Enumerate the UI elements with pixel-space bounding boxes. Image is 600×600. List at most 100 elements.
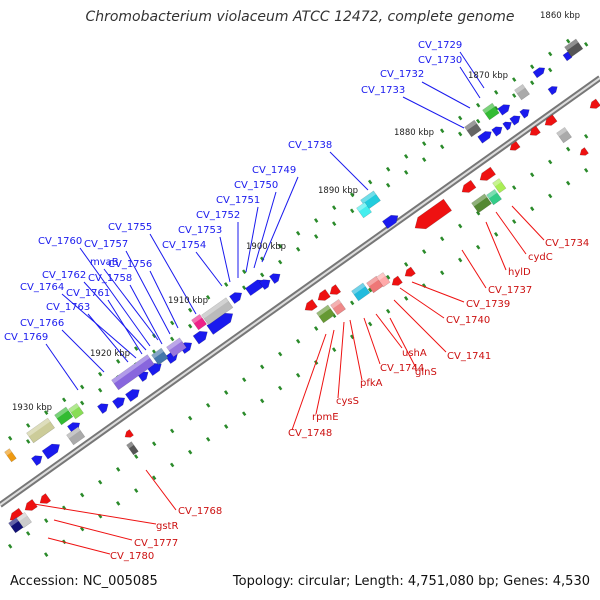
reverse-gene [317, 289, 331, 301]
tick-dot [530, 172, 535, 178]
forward-gene [125, 389, 140, 403]
feature-block [126, 441, 139, 456]
forward-gene [192, 331, 208, 345]
feature-block [471, 193, 492, 214]
tick-dot [242, 411, 247, 417]
leader-line [399, 287, 445, 319]
feature-block [492, 178, 507, 194]
tick-dot [512, 219, 517, 224]
tick-dot [44, 552, 49, 557]
gene-label: pfkA [360, 378, 383, 389]
tick-dot [260, 364, 265, 370]
forward-gene [97, 403, 109, 415]
gene-label: CV_1756 [108, 259, 152, 270]
feature-block [66, 426, 86, 446]
forward-gene [547, 86, 558, 96]
leader-line [195, 251, 223, 287]
gene-label: CV_1753 [178, 225, 222, 236]
reverse-gene [479, 166, 496, 181]
gene-label: rpmE [312, 412, 339, 423]
tick-dot [296, 338, 301, 344]
tick-dot [98, 387, 103, 393]
reverse-gene [414, 198, 453, 230]
tick-dot [530, 206, 535, 212]
tick-dot [188, 323, 193, 329]
tick-dot [278, 243, 283, 249]
tick-dot [512, 77, 517, 82]
gene-label: glnS [415, 367, 437, 378]
tick-dot [385, 166, 391, 172]
feature-block [351, 282, 371, 302]
tick-dot [332, 221, 337, 227]
gene-label: CV_1758 [88, 273, 132, 284]
tick-dot [404, 262, 409, 267]
tick-dot [8, 543, 13, 549]
tick-dot [386, 308, 391, 314]
tick-dot [26, 423, 31, 428]
gene-label: CV_1737 [488, 285, 532, 296]
leader-line [45, 343, 79, 391]
tick-dot [296, 230, 301, 236]
genome-backbone [0, 75, 600, 508]
tick-dot [350, 208, 355, 214]
tick-dot [512, 93, 517, 98]
kbp-tick-label: 1920 kbp [90, 349, 130, 359]
forward-gene [491, 126, 503, 137]
gene-label: CV_1761 [66, 288, 110, 299]
leader-line [53, 519, 133, 541]
gene-label: CV_1754 [162, 240, 206, 251]
feature-block [564, 38, 584, 58]
gene-label: gstR [156, 521, 178, 532]
leader-line [291, 333, 327, 431]
gene-label: ushA [402, 348, 427, 359]
tick-dot [458, 223, 463, 229]
tick-dot [457, 257, 463, 263]
gene-label: hylD [508, 267, 531, 278]
tick-dot [260, 272, 265, 278]
kbp-tick-label: 1910 kbp [168, 296, 208, 306]
tick-dot [512, 185, 517, 190]
tick-dot [25, 531, 31, 536]
leader-line [33, 503, 157, 525]
feature-block [376, 272, 391, 288]
tick-dot [188, 415, 193, 421]
gene-label: CV_1780 [110, 551, 154, 562]
feature-block [356, 201, 372, 219]
forward-gene [477, 131, 492, 144]
tick-dot [548, 159, 553, 165]
tick-dot [440, 144, 445, 150]
tick-dot [224, 282, 229, 287]
reverse-gene [529, 125, 541, 136]
leader-line [393, 299, 447, 353]
gene-label: CV_1732 [380, 69, 424, 80]
tick-dot [98, 479, 103, 485]
tick-dot [313, 234, 319, 239]
leader-line [349, 319, 363, 381]
tick-dot [133, 488, 139, 493]
kbp-tick-label: 1870 kbp [468, 71, 508, 81]
tick-dot [584, 133, 589, 139]
feature-block [482, 102, 500, 121]
forward-gene [382, 214, 399, 230]
tick-dot [224, 390, 229, 395]
tick-dot [80, 526, 85, 532]
tick-dot [584, 167, 589, 173]
leader-line [402, 96, 465, 129]
forward-gene [497, 104, 511, 116]
tick-dot [79, 384, 85, 390]
reverse-gene [544, 114, 558, 126]
leader-line [103, 268, 159, 341]
gene-label: CV_1738 [288, 140, 332, 151]
leader-line [421, 81, 471, 109]
leader-line [107, 299, 143, 355]
reverse-gene [579, 147, 589, 156]
tick-dot [422, 249, 427, 254]
forward-gene [41, 443, 60, 460]
tick-dot [26, 439, 31, 444]
gene-label: cydC [528, 252, 553, 263]
gene-label: mvaB [90, 257, 119, 268]
tick-dot [62, 397, 67, 403]
gene-label: CV_1734 [545, 238, 589, 249]
gene-label: cysS [336, 396, 359, 407]
tick-dot [242, 377, 247, 383]
